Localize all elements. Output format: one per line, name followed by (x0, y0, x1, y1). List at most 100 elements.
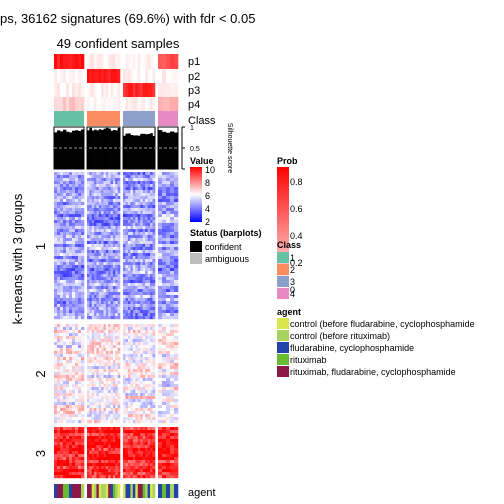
heatmap-cell (103, 396, 107, 400)
heatmap-cell (75, 187, 79, 191)
heatmap-cell (130, 414, 134, 418)
heatmap-cell (78, 354, 82, 358)
heatmap-cell (72, 196, 76, 200)
heatmap-cell (145, 253, 148, 257)
heatmap-cell (130, 451, 134, 455)
heatmap-cell (54, 363, 58, 367)
heatmap-cell (60, 190, 64, 194)
heatmap-cell (72, 342, 76, 346)
heatmap-cell (101, 196, 104, 200)
heatmap-cell (105, 427, 109, 431)
heatmap-cell (91, 351, 95, 355)
membership-cell-p4 (140, 97, 143, 111)
heatmap-cell (66, 417, 70, 421)
heatmap-cell (135, 402, 139, 406)
heatmap-cell (137, 241, 141, 245)
heatmap-cell (72, 351, 76, 355)
silhouette-bar (57, 130, 61, 169)
heatmap-cell (78, 345, 82, 349)
heatmap-cell (140, 283, 143, 287)
heatmap-cell (103, 223, 107, 227)
heatmap-cell (112, 253, 116, 257)
heatmap-cell (54, 211, 58, 215)
heatmap-cell (81, 223, 85, 227)
row-group-label: 2 (33, 370, 48, 377)
heatmap-cell (147, 330, 151, 334)
heatmap-cell (135, 205, 139, 209)
heatmap-cell (94, 402, 97, 406)
heatmap-cell (130, 378, 134, 382)
heatmap-cell (108, 313, 111, 317)
heatmap-cell (63, 427, 67, 431)
heatmap-cell (105, 304, 109, 308)
heatmap-cell (69, 375, 73, 379)
heatmap-cell (60, 445, 64, 449)
heatmap-cell (96, 445, 100, 449)
heatmap-cell (108, 357, 111, 361)
heatmap-cell (150, 457, 153, 461)
heatmap-cell (101, 280, 104, 284)
heatmap-cell (91, 324, 95, 328)
heatmap-cell (147, 411, 151, 415)
heatmap-cell (142, 336, 146, 340)
heatmap-cell (101, 448, 104, 452)
heatmap-cell (137, 280, 141, 284)
heatmap-cell (115, 454, 118, 458)
heatmap-cell (142, 420, 146, 424)
heatmap-cell (60, 348, 64, 352)
heatmap-cell (142, 307, 146, 311)
heatmap-cell (98, 472, 102, 476)
heatmap-cell (174, 448, 179, 452)
heatmap-cell (54, 214, 58, 218)
membership-cell-p4 (75, 97, 79, 111)
heatmap-cell (81, 342, 85, 346)
heatmap-cell (132, 378, 136, 382)
heatmap-cell (72, 292, 76, 296)
heatmap-cell (54, 448, 58, 452)
heatmap-cell (166, 324, 171, 328)
heatmap-cell (60, 375, 64, 379)
heatmap-cell (60, 390, 64, 394)
heatmap-cell (72, 181, 76, 185)
heatmap-cell (98, 286, 102, 290)
heatmap-cell (81, 372, 85, 376)
heatmap-cell (174, 324, 179, 328)
membership-cell-p1 (110, 54, 114, 69)
heatmap-cell (66, 217, 70, 221)
heatmap-cell (69, 274, 73, 278)
heatmap-cell (166, 232, 171, 236)
heatmap-cell (98, 430, 102, 434)
heatmap-cell (91, 475, 95, 479)
heatmap-cell (94, 393, 97, 397)
heatmap-cell (105, 253, 109, 257)
heatmap-cell (60, 259, 64, 263)
heatmap-cell (63, 411, 67, 415)
agent-cell (91, 484, 95, 498)
heatmap-cell (158, 399, 163, 403)
heatmap-cell (87, 214, 90, 218)
heatmap-cell (112, 190, 116, 194)
heatmap-cell (98, 390, 102, 394)
heatmap-cell (96, 295, 100, 299)
heatmap-cell (110, 265, 114, 269)
membership-cell-p2 (60, 69, 64, 83)
heatmap-cell (105, 451, 109, 455)
heatmap-cell (69, 211, 73, 215)
heatmap-cell (112, 357, 116, 361)
heatmap-cell (115, 247, 118, 251)
heatmap-cell (170, 463, 175, 467)
silhouette-bar (105, 127, 109, 169)
heatmap-cell (132, 436, 136, 440)
heatmap-cell (158, 217, 163, 221)
heatmap-cell (60, 466, 64, 470)
heatmap-cell (135, 187, 139, 191)
heatmap-cell (87, 247, 90, 251)
heatmap-cell (125, 205, 129, 209)
heatmap-cell (152, 466, 156, 470)
heatmap-cell (87, 451, 90, 455)
heatmap-cell (162, 451, 167, 455)
heatmap-cell (54, 399, 58, 403)
heatmap-cell (98, 274, 102, 278)
heatmap-cell (140, 187, 143, 191)
heatmap-cell (130, 271, 134, 275)
